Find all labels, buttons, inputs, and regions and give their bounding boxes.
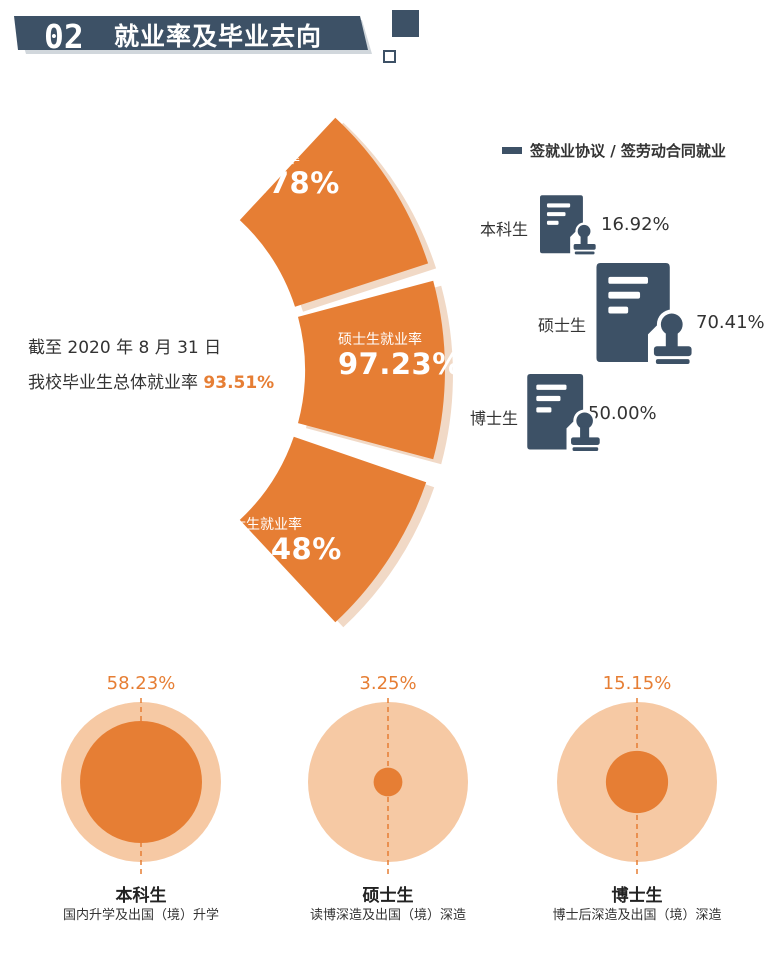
circle-title-bachelor: 本科生	[115, 886, 167, 906]
section-header: 02 就业率及毕业去向	[14, 14, 374, 64]
contract-doc-icon-bachelor	[540, 195, 596, 255]
stamp-neck-master	[665, 332, 678, 349]
fan-segment-bachelor	[239, 117, 429, 307]
decorative-square	[392, 10, 419, 37]
fan-label-doctor-value: 98.48%	[218, 532, 342, 566]
fan-label-master: 硕士生就业率 97.23%	[338, 333, 462, 379]
circle-pct-bachelor: 58.23%	[106, 673, 176, 694]
fan-label-doctor-title: 博士生就业率	[218, 517, 302, 533]
stamp-head-bachelor	[577, 224, 591, 238]
fan-label-master-value: 97.23%	[338, 347, 462, 381]
stamp-neck-doctor	[580, 426, 590, 439]
fan-label-master-title: 硕士生就业率	[338, 332, 422, 348]
stamp-base-master	[653, 346, 692, 357]
decorative-square-outline	[383, 50, 396, 63]
circle-pct-doctor: 15.15%	[602, 673, 672, 694]
doc-line-master	[608, 276, 648, 284]
header-banner	[14, 16, 372, 54]
fan-label-bachelor-value: 89.78%	[216, 166, 340, 200]
legend-label: 签就业协议 / 签劳动合同就业	[530, 141, 726, 160]
fan-label-doctor: 博士生就业率 98.48%	[218, 518, 342, 564]
contract-value-doctor: 50.00%	[588, 403, 657, 424]
contract-value-bachelor: 16.92%	[601, 214, 670, 235]
overall-rate-value: 93.51%	[203, 373, 275, 393]
doc-line-bachelor	[546, 212, 566, 217]
fan-segment-doctor	[239, 436, 427, 623]
doc-line-doctor	[536, 384, 567, 390]
contract-value-master: 70.41%	[696, 312, 765, 333]
circle-sub-bachelor: 国内升学及出国（境）升学	[62, 908, 219, 923]
doc-line-doctor	[536, 407, 552, 413]
doc-body-doctor	[527, 374, 584, 450]
circle-sub-doctor: 博士后深造及出国（境）深造	[552, 908, 722, 923]
stamp-base-bachelor	[573, 243, 596, 250]
overall-date: 截至 2020 年 8 月 31 日	[28, 338, 222, 358]
doc-line-bachelor	[546, 203, 571, 208]
circle-title-doctor: 博士生	[611, 886, 663, 906]
circle-title-master: 硕士生	[362, 886, 414, 906]
doc-body-bachelor	[540, 195, 583, 254]
circle-pct-master: 3.25%	[359, 673, 417, 694]
overall-rate-line: 我校毕业生总体就业率 93.51%	[28, 368, 274, 393]
stamp-pad-bachelor	[574, 251, 595, 255]
fan-label-bachelor: 本科生就业率 89.78%	[216, 152, 340, 198]
stamp-neck-bachelor	[580, 235, 588, 246]
contract-label-master: 硕士生	[537, 316, 586, 335]
contract-label-bachelor: 本科生	[479, 220, 528, 239]
doc-body-master	[596, 263, 670, 363]
stamp-base-doctor	[571, 437, 600, 445]
stamp-pad-master	[655, 359, 690, 365]
stamp-head-master	[660, 313, 683, 336]
contract-doc-icon-master	[596, 263, 692, 365]
section-title: 就业率及毕业去向	[114, 22, 323, 51]
doc-line-bachelor	[546, 220, 559, 225]
legend-swatch	[502, 146, 522, 154]
fan-label-bachelor-title: 本科生就业率	[216, 151, 300, 167]
doc-line-doctor	[536, 395, 561, 402]
doc-line-master	[608, 291, 641, 299]
doc-line-master	[608, 306, 629, 314]
contract-doc-icon-doctor	[527, 374, 600, 451]
legend: 签就业协议 / 签劳动合同就业	[502, 140, 726, 160]
contract-label-doctor: 博士生	[469, 409, 518, 428]
section-number: 02	[44, 17, 84, 56]
stamp-pad-doctor	[572, 447, 599, 451]
fan-segment-master	[298, 280, 445, 460]
circle-sub-master: 读博深造及出国（境）深造	[309, 908, 466, 923]
stamp-head-doctor	[576, 412, 593, 430]
overall-rate-prefix: 我校毕业生总体就业率	[28, 373, 198, 393]
